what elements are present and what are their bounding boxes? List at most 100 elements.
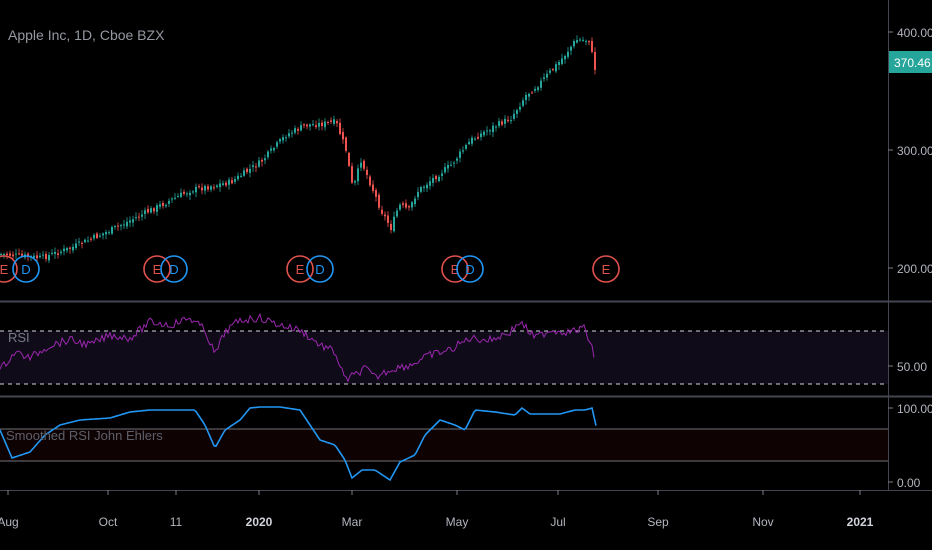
time-label: 2020 [246, 515, 273, 529]
rsi-line [0, 312, 595, 383]
candle-body [303, 124, 305, 126]
candle-body [156, 205, 158, 212]
candle-body [120, 225, 122, 227]
candle-body [561, 58, 563, 64]
time-label: 11 [170, 515, 183, 529]
dividend-badge[interactable]: D [12, 255, 40, 283]
svg-text:E: E [0, 262, 9, 277]
candle-body [6, 253, 8, 256]
candle-body [39, 255, 41, 258]
candle-body [66, 247, 68, 251]
candle-body [483, 131, 485, 136]
candle-body [222, 183, 224, 185]
candle-body [570, 46, 572, 51]
earnings-badge[interactable]: E [286, 255, 314, 283]
candle-body [102, 233, 104, 236]
candle-body [327, 122, 329, 124]
svg-text:E: E [296, 262, 305, 277]
candle-body [516, 110, 518, 114]
symbol-title: Apple Inc, 1D, Cboe BZX [8, 27, 165, 43]
candle-body [405, 203, 407, 208]
candle-body [78, 241, 80, 243]
candle-body [357, 168, 359, 182]
candle-body [573, 41, 575, 47]
candle-body [18, 253, 20, 255]
candle-body [108, 232, 110, 234]
candle-body [57, 253, 59, 255]
earnings-badge[interactable]: E [143, 255, 171, 283]
rsi-label: RSI [8, 330, 30, 345]
candle-body [3, 253, 5, 255]
candle-body [204, 185, 206, 191]
candle-body [258, 160, 260, 167]
candle-body [480, 133, 482, 138]
candle-body [528, 93, 530, 97]
candle-body [213, 187, 215, 189]
candle-body [309, 124, 311, 127]
price-tick: 300.00 [897, 144, 932, 158]
candle-body [174, 197, 176, 199]
candle-body [432, 177, 434, 183]
candle-body [21, 253, 23, 256]
candle-body [93, 235, 95, 239]
candle-body [48, 254, 50, 261]
time-label: Sep [647, 515, 669, 529]
candle-body [468, 141, 470, 145]
candle-body [378, 194, 380, 208]
candle-body [186, 193, 188, 195]
dividend-badge[interactable]: D [160, 255, 188, 283]
candle-body [312, 124, 314, 126]
candle-body [336, 121, 338, 124]
smoothed-tick: 0.00 [897, 476, 921, 490]
candle-body [315, 125, 317, 128]
price-tick: 400.00 [897, 26, 932, 40]
candle-body [123, 224, 125, 226]
candle-body [546, 73, 548, 78]
candle-body [279, 139, 281, 142]
candle-body [198, 186, 200, 188]
dividend-badge[interactable]: D [306, 255, 334, 283]
candle-body [435, 175, 437, 180]
candle-body [462, 150, 464, 152]
time-label: May [446, 515, 469, 529]
candle-body [354, 181, 356, 183]
earnings-badge[interactable]: E [0, 255, 18, 283]
candle-body [153, 208, 155, 212]
svg-text:D: D [169, 262, 178, 277]
candle-body [273, 148, 275, 151]
candle-body [51, 252, 53, 254]
candle-body [390, 223, 392, 231]
candle-body [414, 198, 416, 205]
candle-body [408, 206, 410, 208]
earnings-badge[interactable]: E [592, 255, 620, 283]
candle-body [84, 239, 86, 243]
candle-body [36, 255, 38, 259]
price-scale[interactable]: 400.00 300.00 200.00 [888, 26, 932, 276]
candle-body [60, 251, 62, 253]
candle-body [393, 216, 395, 232]
candle-body [147, 208, 149, 213]
candle-body [534, 88, 536, 91]
smoothed-rsi-line [0, 406, 597, 482]
dividend-badge[interactable]: D [456, 255, 484, 283]
earnings-badge[interactable]: E [441, 255, 469, 283]
candle-body [513, 113, 515, 119]
candle-body [465, 145, 467, 149]
candle-body [591, 41, 593, 53]
time-label: Aug [0, 515, 19, 529]
candle-body [291, 132, 293, 134]
candle-body [489, 130, 491, 132]
candle-body [444, 167, 446, 173]
candle-body [75, 243, 77, 249]
candle-body [300, 125, 302, 131]
candle-body [297, 128, 299, 131]
candle-body [342, 132, 344, 140]
candle-body [264, 158, 266, 161]
candle-body [168, 200, 170, 204]
candle-body [255, 166, 257, 168]
time-axis[interactable]: Aug Oct 11 2020 Mar May Jul Sep Nov 2021 [0, 490, 874, 529]
candle-body [201, 187, 203, 191]
candle-body [429, 181, 431, 186]
